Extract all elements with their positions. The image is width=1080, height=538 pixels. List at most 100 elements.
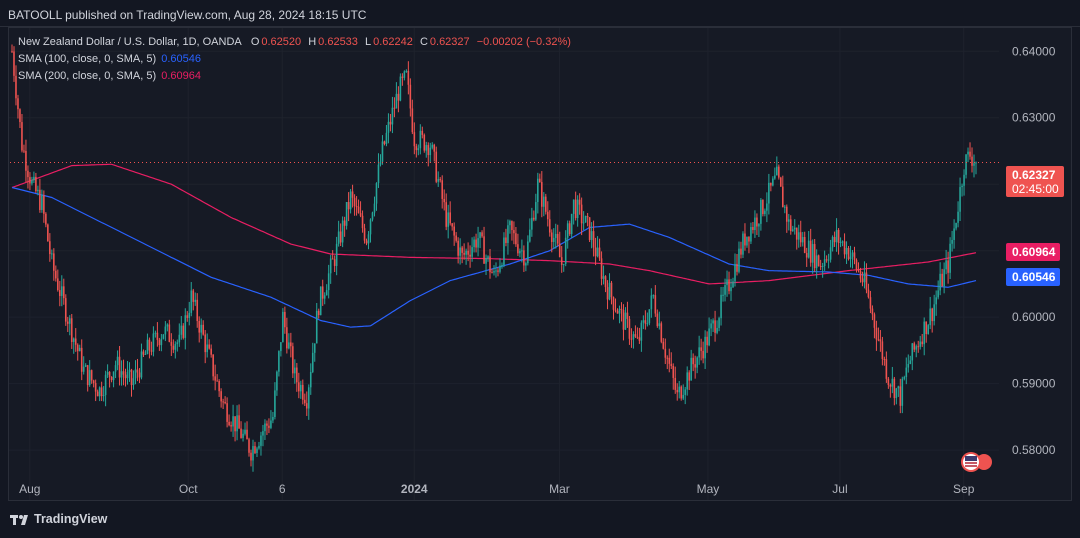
candle-body <box>801 236 804 243</box>
candle-body <box>660 323 663 342</box>
candle-body <box>182 325 185 338</box>
candle-body <box>96 391 99 397</box>
candle-body <box>23 150 25 152</box>
candle-body <box>387 121 390 133</box>
candle-body <box>190 290 193 313</box>
candle-body <box>489 256 491 273</box>
candle-body <box>465 250 467 255</box>
event-flag-icon[interactable] <box>961 452 992 472</box>
candle-body <box>544 196 547 212</box>
candle-body <box>481 232 483 237</box>
candle-body <box>144 353 147 355</box>
candle-body <box>714 320 716 333</box>
candle-body <box>301 384 304 400</box>
candle-body <box>877 339 880 341</box>
candle-body <box>230 425 232 427</box>
candle-body <box>276 371 278 391</box>
candle-body <box>937 290 939 298</box>
candle-body <box>305 403 308 409</box>
candle-body <box>945 260 947 270</box>
candle-body <box>871 308 874 315</box>
candle-body <box>317 310 320 316</box>
candle-body <box>574 199 577 219</box>
candle-body <box>268 425 270 428</box>
candle-body <box>134 369 137 379</box>
sma200-value: 0.60964 <box>161 70 201 82</box>
candle-body <box>413 132 416 147</box>
candle-body <box>94 383 97 392</box>
candle-body <box>971 156 973 166</box>
candle-body <box>313 343 316 353</box>
candle-body <box>74 338 77 345</box>
candle-body <box>674 377 677 390</box>
candle-body <box>37 189 39 192</box>
candle-body <box>457 240 459 256</box>
candle-body <box>556 233 559 244</box>
x-tick-label: Aug <box>19 482 40 496</box>
sma100-value: 0.60546 <box>161 53 201 65</box>
candle-body <box>186 315 189 318</box>
candle-body <box>542 196 545 207</box>
candle-body <box>216 380 218 382</box>
candle-body <box>240 428 242 438</box>
candle-body <box>795 227 798 240</box>
candle-body <box>13 51 15 76</box>
candle-body <box>290 342 292 347</box>
candle-body <box>33 176 35 181</box>
candle-body <box>353 197 356 207</box>
candle-body <box>537 178 539 203</box>
candle-body <box>525 263 527 266</box>
candle-body <box>879 339 882 342</box>
candle-body <box>453 226 455 236</box>
candle-body <box>469 254 471 257</box>
candle-body <box>35 176 37 192</box>
candle-body <box>724 285 726 295</box>
candle-body <box>59 290 61 296</box>
candle-body <box>266 423 268 426</box>
candle-body <box>499 265 501 272</box>
candle-body <box>620 308 623 310</box>
candle-body <box>853 252 856 260</box>
candle-body <box>582 222 585 224</box>
candle-body <box>963 174 965 186</box>
candle-body <box>327 273 330 291</box>
candle-body <box>558 243 561 258</box>
candle-body <box>389 121 392 125</box>
candle-body <box>515 233 517 245</box>
candle-body <box>612 297 615 310</box>
candle-body <box>202 324 205 335</box>
sma100-label: SMA (100, close, 0, SMA, 5) <box>18 53 157 65</box>
candle-body <box>521 250 523 252</box>
candle-body <box>455 235 457 241</box>
footer-brand-text: TradingView <box>34 512 108 526</box>
x-tick-label: Oct <box>179 482 198 496</box>
candle-body <box>889 384 892 387</box>
candle-body <box>341 220 344 243</box>
candle-body <box>867 289 870 298</box>
candle-body <box>62 286 65 299</box>
candle-body <box>905 367 908 378</box>
candle-body <box>70 318 73 342</box>
candle-body <box>835 229 838 243</box>
candle-body <box>923 321 926 345</box>
candle-body <box>807 240 810 258</box>
candle-body <box>823 259 826 266</box>
candle-body <box>329 258 332 274</box>
candle-body <box>861 278 864 283</box>
countdown-value: 02:45:00 <box>1012 182 1059 196</box>
candle-body <box>692 357 694 365</box>
candle-body <box>403 71 406 78</box>
candle-body <box>770 182 772 186</box>
candle-body <box>411 108 414 133</box>
candle-body <box>696 357 698 368</box>
candle-body <box>676 389 679 393</box>
candle-body <box>126 371 129 379</box>
candle-body <box>381 141 384 162</box>
candle-body <box>947 260 949 273</box>
candle-body <box>112 371 115 381</box>
candle-body <box>286 327 288 349</box>
candle-body <box>57 278 59 291</box>
candle-body <box>84 365 87 367</box>
low-value: 0.62242 <box>373 36 413 48</box>
